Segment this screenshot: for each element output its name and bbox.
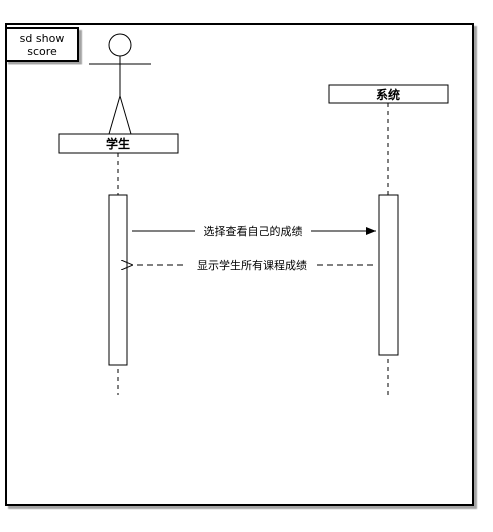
message-label-bg: [187, 257, 317, 273]
frame-title-line1: sd show: [20, 32, 65, 45]
actor-student[interactable]: 学生: [58, 33, 179, 154]
message-show-all-scores[interactable]: 显示学生所有课程成绩: [133, 257, 373, 273]
system-activation-bar[interactable]: [378, 194, 399, 356]
student-label: 学生: [106, 136, 130, 151]
actor-head-icon: [108, 33, 132, 57]
frame-title-line2: score: [27, 45, 57, 58]
message-label-bg: [195, 223, 311, 239]
actor-right-leg: [119, 95, 132, 135]
student-activation-bar[interactable]: [108, 194, 128, 366]
actor-left-leg: [108, 95, 121, 135]
frame-title-tab: sd show score: [5, 27, 79, 62]
system-label: 系统: [376, 87, 400, 102]
message-label-select-score: 选择查看自己的成绩: [204, 224, 303, 238]
message-select-score[interactable]: 选择查看自己的成绩: [132, 223, 376, 239]
message-label-show-all-scores: 显示学生所有课程成绩: [197, 258, 307, 272]
object-system[interactable]: 系统: [328, 84, 449, 104]
